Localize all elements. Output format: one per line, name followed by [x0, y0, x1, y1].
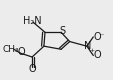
Text: O: O [92, 50, 100, 60]
Text: CH₃: CH₃ [2, 45, 19, 54]
Text: O: O [17, 47, 25, 57]
Text: +: + [88, 48, 93, 53]
Text: S: S [59, 26, 65, 36]
Text: ⁻: ⁻ [98, 32, 103, 41]
Text: N: N [83, 41, 90, 51]
Text: O: O [28, 64, 36, 74]
Text: O: O [92, 32, 100, 42]
Text: H₂N: H₂N [23, 16, 41, 26]
